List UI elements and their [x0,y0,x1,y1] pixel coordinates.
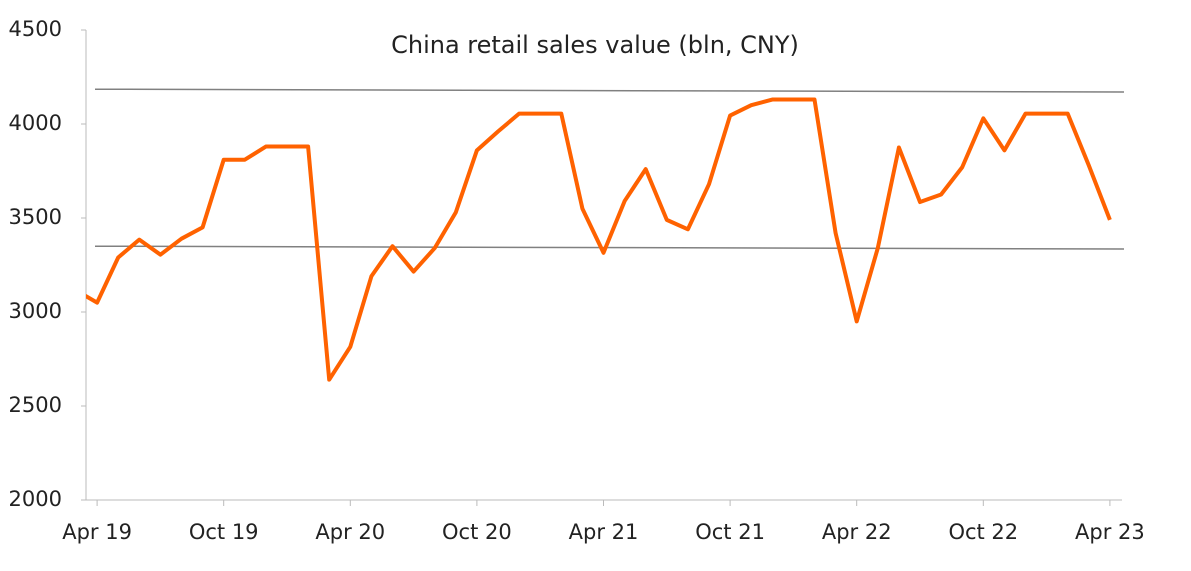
y-tick-label: 4000 [9,111,62,135]
x-tick-label: Oct 20 [442,520,512,544]
reference-line [94,88,1125,93]
y-tick-label: 4500 [9,17,62,41]
x-tick-label: Apr 19 [62,520,132,544]
y-tick-label: 2500 [9,393,62,417]
x-tick-label: Apr 20 [315,520,385,544]
y-tick-label: 3000 [9,299,62,323]
data-line [86,97,1112,382]
x-tick-label: Oct 21 [695,520,765,544]
reference-line [94,245,1125,250]
x-tick-label: Oct 19 [189,520,259,544]
x-tick-label: Oct 22 [948,520,1018,544]
x-tick-label: Apr 23 [1075,520,1145,544]
x-tick-label: Apr 22 [822,520,892,544]
x-tick-label: Apr 21 [569,520,639,544]
y-tick-label: 3500 [9,205,62,229]
y-tick-label: 2000 [9,487,62,511]
plot-area [86,97,1112,382]
chart-title: China retail sales value (bln, CNY) [391,31,799,59]
